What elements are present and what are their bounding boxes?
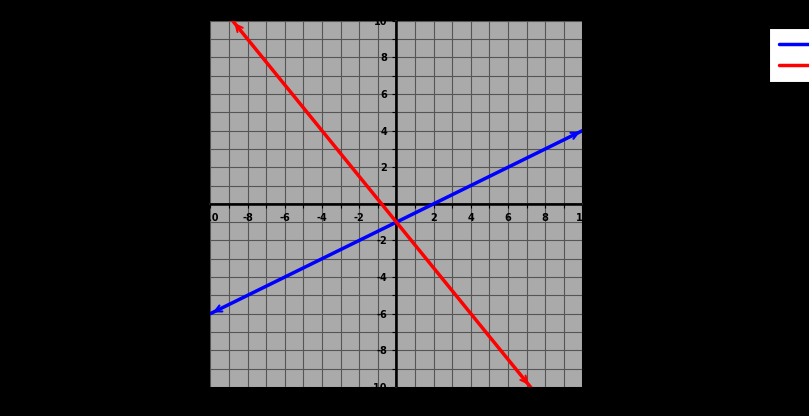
2y = x - 2 [476,178,485,183]
Line: 2y = x - 2: 2y = x - 2 [210,131,582,314]
2y = x - 2 [353,239,362,244]
2y = x - 2 [439,196,449,201]
4y = -5x - 4 [250,46,260,51]
2y = x - 2 [205,311,215,316]
Legend: 2y = x - 2, 4y = -5x - 4: 2y = x - 2, 4y = -5x - 4 [769,28,809,83]
2y = x - 2 [474,179,484,184]
2y = x - 2 [578,128,587,133]
4y = -5x - 4 [474,321,484,326]
4y = -5x - 4 [353,172,362,177]
4y = -5x - 4 [476,323,485,328]
Line: 4y = -5x - 4: 4y = -5x - 4 [210,0,582,416]
2y = x - 2 [327,252,337,257]
4y = -5x - 4 [439,279,449,284]
2y = x - 2 [250,289,260,294]
4y = -5x - 4 [327,140,337,145]
